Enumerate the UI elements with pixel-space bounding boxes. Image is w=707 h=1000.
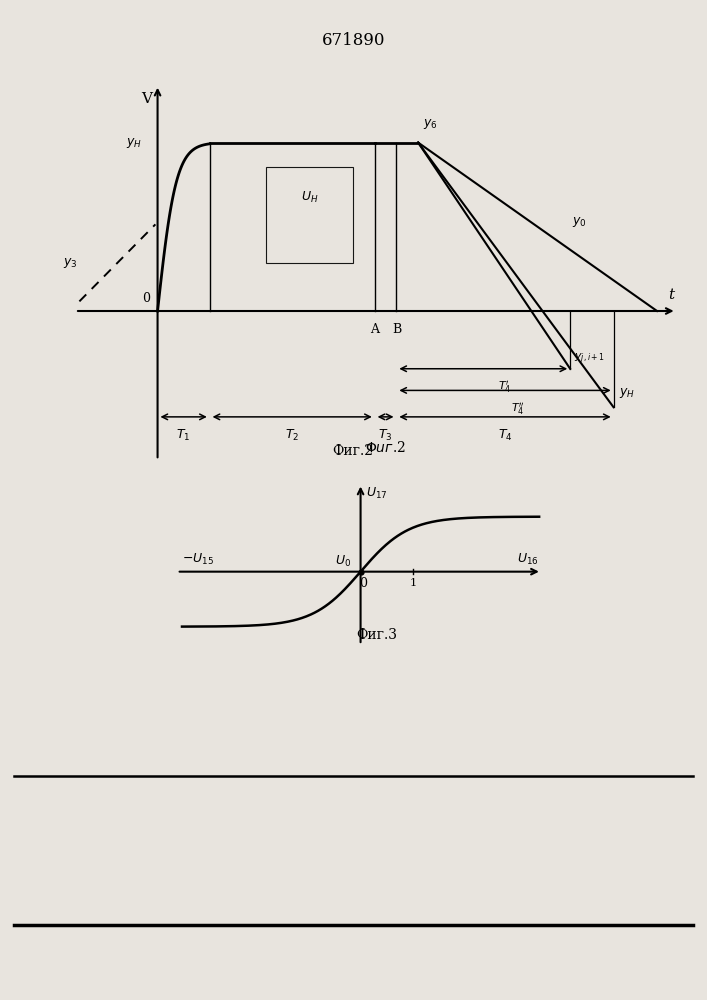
Text: Фиг.2: Фиг.2 (332, 444, 373, 458)
Text: $\Phi$$u$$г$.2: $\Phi$$u$$г$.2 (366, 440, 406, 455)
Bar (266, 167, 353, 263)
Text: $T_4$: $T_4$ (498, 427, 513, 443)
Text: 0: 0 (141, 292, 150, 305)
Text: $-U_{15}$: $-U_{15}$ (182, 552, 214, 567)
Text: $U_0$: $U_0$ (335, 554, 351, 569)
Text: $T_2$: $T_2$ (285, 427, 299, 443)
Text: t: t (668, 288, 674, 302)
Text: $U_H$: $U_H$ (300, 190, 318, 205)
Text: $y_3$: $y_3$ (63, 256, 77, 270)
Text: 1: 1 (409, 578, 416, 588)
Text: $T_1$: $T_1$ (177, 427, 191, 443)
Text: $T_3$: $T_3$ (378, 427, 393, 443)
Text: Фиг.3: Фиг.3 (356, 628, 397, 642)
Text: $y_6$: $y_6$ (423, 117, 438, 131)
Text: $U_{17}$: $U_{17}$ (366, 486, 387, 501)
Text: $y_0$: $y_0$ (573, 215, 587, 229)
Text: A: A (370, 323, 379, 336)
Text: $y_H$: $y_H$ (127, 136, 142, 150)
Text: $y_{j,i+1}$: $y_{j,i+1}$ (575, 352, 605, 366)
Text: $T_4''$: $T_4''$ (511, 401, 525, 417)
Text: 0: 0 (359, 577, 367, 590)
Text: $T_4'$: $T_4'$ (498, 379, 512, 395)
Text: 671890: 671890 (322, 32, 385, 49)
Text: $y_H$: $y_H$ (619, 386, 635, 400)
Text: V: V (141, 92, 152, 106)
Text: B: B (392, 323, 401, 336)
Text: $U_{16}$: $U_{16}$ (518, 552, 539, 567)
